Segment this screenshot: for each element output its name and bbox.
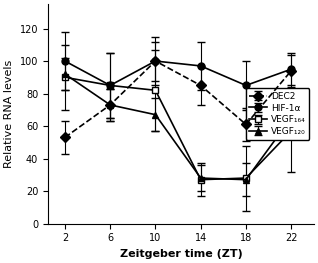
Legend: DEC2, HIF-1α, VEGF₁₆₄, VEGF₁₂₀: DEC2, HIF-1α, VEGF₁₆₄, VEGF₁₂₀: [246, 88, 309, 140]
X-axis label: Zeitgeber time (ZT): Zeitgeber time (ZT): [120, 249, 242, 259]
Y-axis label: Relative RNA levels: Relative RNA levels: [4, 60, 14, 168]
